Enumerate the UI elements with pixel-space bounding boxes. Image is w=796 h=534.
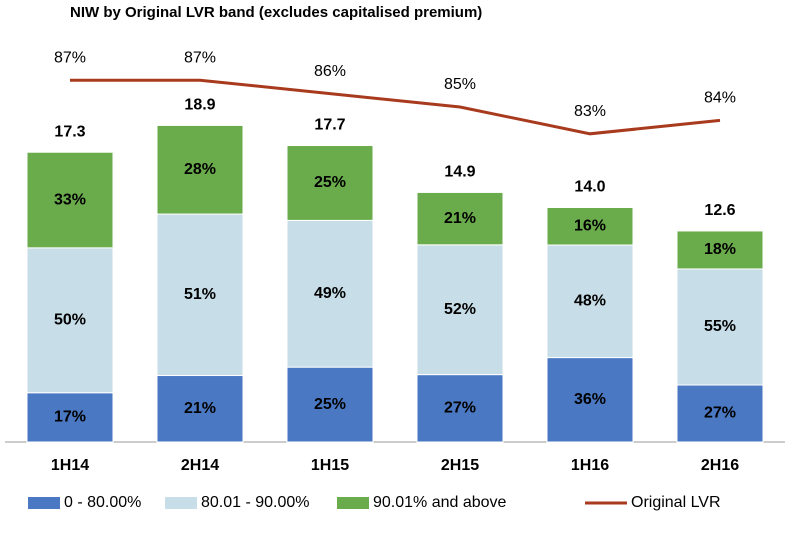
- chart-title: NIW by Original LVR band (excludes capit…: [70, 4, 482, 21]
- segment-label: 36%: [574, 391, 606, 408]
- segment-label: 25%: [314, 174, 346, 191]
- line-label: 87%: [54, 49, 86, 66]
- segment-label: 52%: [444, 301, 476, 318]
- segment-label: 17%: [54, 409, 86, 426]
- segment-label: 50%: [54, 312, 86, 329]
- bar-segment: [546, 244, 634, 359]
- bar-segment: [26, 247, 114, 394]
- bar-segment: [286, 366, 374, 443]
- bar-segment: [286, 145, 374, 221]
- x-tick-label: 2H14: [181, 457, 219, 474]
- segment-label: 55%: [704, 318, 736, 335]
- line: [70, 78, 721, 136]
- bar-segment: [156, 375, 244, 443]
- total-label: 17.7: [314, 117, 345, 134]
- bar-segment: [676, 384, 764, 443]
- segment-label: 49%: [314, 285, 346, 302]
- bar-segment: [156, 213, 244, 377]
- legend-label: 0 - 80.00%: [64, 494, 141, 511]
- total-label: 12.6: [704, 202, 735, 219]
- total-label: 14.0: [574, 179, 605, 196]
- segment-label: 21%: [444, 210, 476, 227]
- total-label: 18.9: [184, 97, 215, 114]
- x-tick-label: 2H16: [701, 457, 739, 474]
- segment-label: 28%: [184, 161, 216, 178]
- bar-segment: [416, 244, 504, 376]
- segment-label: 18%: [704, 241, 736, 258]
- total-label: 17.3: [54, 123, 85, 140]
- legend-label: 80.01 - 90.00%: [201, 494, 310, 511]
- x-tick-label: 1H14: [51, 457, 89, 474]
- line-label: 84%: [704, 90, 736, 107]
- segment-label: 27%: [444, 400, 476, 417]
- bar-segment: [546, 357, 634, 443]
- segment-label: 21%: [184, 400, 216, 417]
- bar-segment: [26, 151, 114, 249]
- bar-segment: [676, 230, 764, 270]
- segment-label: 48%: [574, 293, 606, 310]
- line-label: 87%: [184, 49, 216, 66]
- segment-label: 27%: [704, 405, 736, 422]
- line-label: 86%: [314, 63, 346, 80]
- x-tick-label: 1H16: [571, 457, 609, 474]
- line-label: 85%: [444, 76, 476, 93]
- legend-label: Original LVR: [631, 494, 721, 511]
- bar-segment: [286, 219, 374, 368]
- total-label: 14.9: [444, 164, 475, 181]
- bar-segment: [156, 124, 244, 215]
- legend-swatch: [165, 497, 197, 509]
- segment-label: 33%: [54, 191, 86, 208]
- bar-segment: [676, 268, 764, 386]
- legend-swatch: [337, 497, 369, 509]
- bar-segment: [416, 374, 504, 443]
- bar-segment: [26, 392, 114, 443]
- legend-swatch: [28, 497, 60, 509]
- segment-label: 51%: [184, 286, 216, 303]
- bar-segment: [416, 191, 504, 246]
- bar-segment: [546, 207, 634, 246]
- x-tick-label: 2H15: [441, 457, 479, 474]
- segment-label: 16%: [574, 217, 606, 234]
- segment-label: 25%: [314, 396, 346, 413]
- line-label: 83%: [574, 103, 606, 120]
- legend-label: 90.01% and above: [373, 494, 507, 511]
- x-tick-label: 1H15: [311, 457, 349, 474]
